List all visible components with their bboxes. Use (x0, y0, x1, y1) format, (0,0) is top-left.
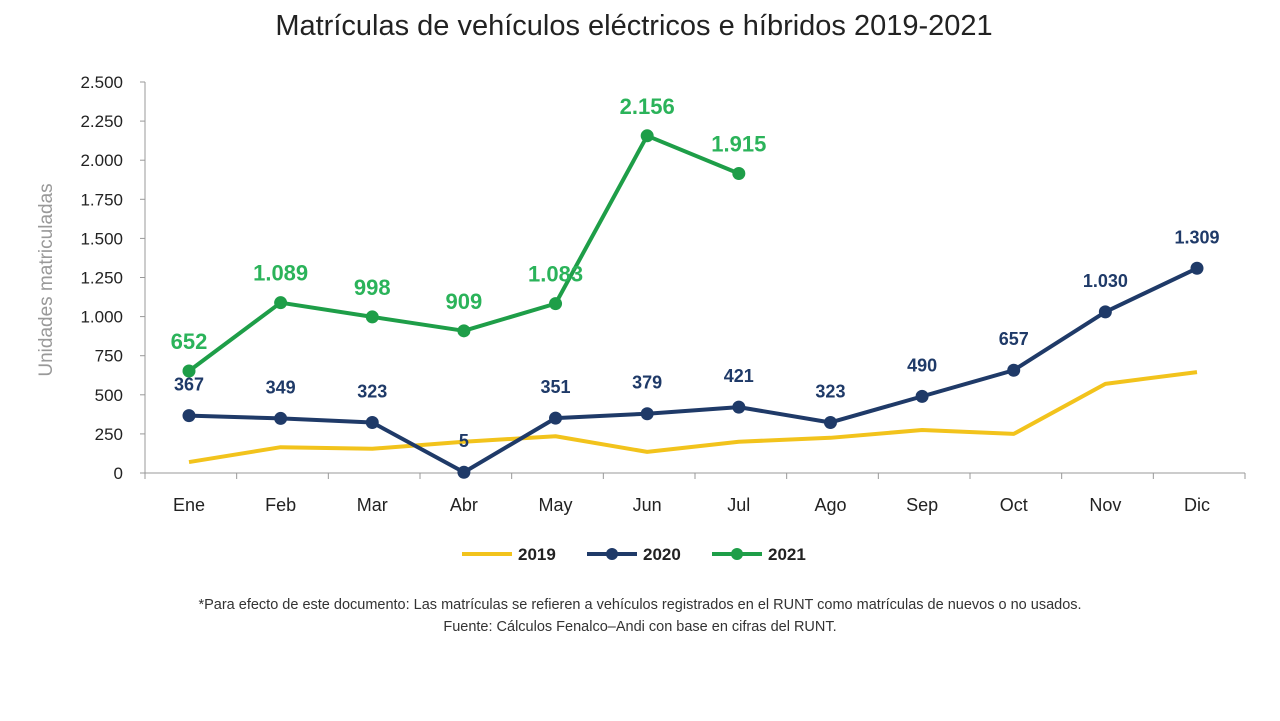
x-tick-label: Dic (1184, 495, 1210, 515)
data-point-2020 (915, 389, 929, 403)
y-tick-label: 2.000 (80, 151, 123, 170)
x-tick-label: Abr (450, 495, 478, 515)
data-label-2021: 1.083 (528, 262, 583, 287)
data-label-2020: 349 (266, 377, 296, 397)
y-tick-label: 1.750 (80, 190, 123, 209)
data-point-2021 (732, 166, 746, 180)
data-point-2020 (1007, 363, 1021, 377)
y-tick-label: 250 (95, 425, 123, 444)
data-label-2020: 421 (724, 366, 754, 386)
data-label-2020: 367 (174, 375, 204, 395)
data-point-2021 (640, 129, 654, 143)
legend-label-2019: 2019 (518, 545, 556, 564)
data-label-2020: 490 (907, 355, 937, 375)
data-point-2020 (823, 415, 837, 429)
data-point-2020 (457, 465, 471, 479)
data-point-2020 (732, 400, 746, 414)
legend-label-2021: 2021 (768, 545, 806, 564)
data-label-2020: 1.030 (1083, 271, 1128, 291)
data-label-2021: 998 (354, 275, 391, 300)
data-label-2021: 909 (446, 289, 483, 314)
y-tick-label: 1.000 (80, 308, 123, 327)
data-label-2020: 379 (632, 373, 662, 393)
y-tick-label: 750 (95, 347, 123, 366)
data-point-2021 (365, 310, 379, 324)
x-tick-label: May (539, 495, 573, 515)
data-label-2020: 657 (999, 329, 1029, 349)
data-point-2020 (274, 411, 288, 425)
data-label-2020: 323 (357, 381, 387, 401)
x-tick-label: Jun (633, 495, 662, 515)
y-tick-label: 500 (95, 386, 123, 405)
data-label-2021: 652 (171, 329, 208, 354)
y-tick-label: 1.250 (80, 269, 123, 288)
x-tick-label: Feb (265, 495, 296, 515)
y-tick-label: 2.500 (80, 73, 123, 92)
data-label-2020: 1.309 (1174, 227, 1219, 247)
data-label-2021: 1.089 (253, 261, 308, 286)
data-point-2021 (274, 296, 288, 310)
y-tick-label: 2.250 (80, 112, 123, 131)
x-tick-label: Mar (357, 495, 388, 515)
data-point-2021 (549, 297, 563, 311)
legend-marker-2021 (731, 548, 743, 560)
data-point-2020 (365, 415, 379, 429)
data-point-2020 (1190, 261, 1204, 275)
x-tick-label: Ago (814, 495, 846, 515)
series-line-2020 (188, 266, 1198, 475)
y-tick-label: 1.500 (80, 229, 123, 248)
x-tick-label: Nov (1089, 495, 1121, 515)
series-line-2019 (188, 370, 1198, 465)
data-label-2021: 1.915 (711, 131, 766, 156)
data-point-2020 (182, 409, 196, 423)
source-note: Fuente: Cálculos Fenalco–Andi con base e… (443, 619, 837, 635)
data-point-2020 (640, 407, 654, 421)
x-tick-label: Jul (727, 495, 750, 515)
data-label-2020: 351 (541, 377, 571, 397)
legend-marker-2020 (606, 548, 618, 560)
y-tick-label: 0 (114, 464, 123, 483)
y-axis-label: Unidades matriculadas (36, 183, 57, 376)
x-tick-label: Oct (1000, 495, 1028, 515)
data-label-2021: 2.156 (620, 94, 675, 119)
data-point-2021 (182, 364, 196, 378)
data-label-2020: 323 (815, 381, 845, 401)
data-point-2020 (1098, 305, 1112, 319)
data-point-2021 (457, 324, 471, 338)
footnote: *Para efecto de este documento: Las matr… (198, 597, 1082, 613)
x-tick-label: Sep (906, 495, 938, 515)
legend-label-2020: 2020 (643, 545, 681, 564)
data-point-2020 (549, 411, 563, 425)
chart-title: Matrículas de vehículos eléctricos e híb… (275, 10, 993, 42)
data-label-2020: 5 (459, 431, 469, 451)
x-tick-label: Ene (173, 495, 205, 515)
